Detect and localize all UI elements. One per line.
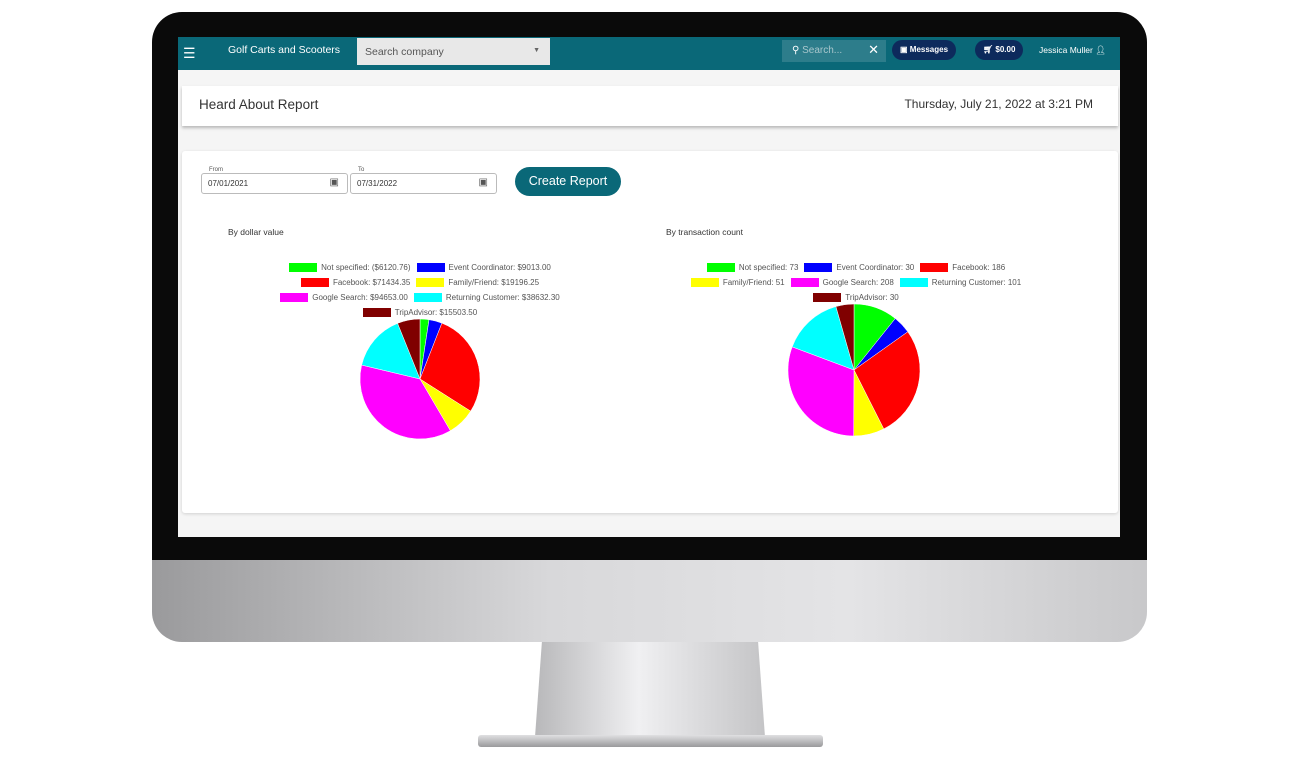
legend-swatch — [416, 263, 445, 272]
from-date-input[interactable]: From 07/01/2021 ▣ — [201, 167, 348, 194]
hamburger-icon[interactable]: ☰ — [183, 45, 196, 61]
report-card: From 07/01/2021 ▣ To 07/31/2022 ▣ Create Rep… — [182, 151, 1118, 513]
legend-count: Not specified: 73 Event Coordinator: 30 Fa… — [666, 260, 1046, 305]
legend-label: TripAdvisor: $15503.50 — [394, 308, 478, 317]
legend-swatch — [413, 293, 442, 302]
legend-item[interactable]: Returning Customer: 101 — [899, 275, 1022, 290]
page-title: Heard About Report — [199, 97, 319, 112]
pie-slice-tripadvisor[interactable] — [397, 319, 421, 380]
pie-chart-count — [788, 304, 920, 436]
legend-label: Facebook: 186 — [952, 263, 1006, 272]
chart-title-dollar: By dollar value — [228, 227, 284, 237]
pie-slice-facebook[interactable] — [419, 322, 480, 412]
legend-item[interactable]: Returning Customer: $38632.30 — [413, 290, 560, 305]
monitor-chin — [152, 560, 1147, 642]
legend-dollar: Not specified: ($6120.76) Event Coordinat… — [250, 260, 590, 320]
search-icon: ⚲ — [792, 45, 800, 56]
legend-label: TripAdvisor: 30 — [845, 293, 899, 302]
to-value: 07/31/2022 — [357, 179, 398, 188]
search-placeholder: Search... — [802, 45, 843, 56]
pie-chart-dollar — [360, 319, 480, 439]
legend-item[interactable]: Event Coordinator: $9013.00 — [416, 260, 551, 275]
legend-label: Returning Customer: $38632.30 — [445, 293, 560, 302]
report-header: Heard About Report Thursday, July 21, 20… — [182, 86, 1118, 126]
legend-swatch — [899, 278, 928, 287]
monitor-base — [478, 735, 823, 747]
cart-button[interactable]: 🛒︎ $0.00 — [975, 40, 1024, 60]
legend-item[interactable]: TripAdvisor: $15503.50 — [362, 305, 478, 320]
pie-slice-tripadvisor[interactable] — [835, 304, 855, 371]
to-date-input[interactable]: To 07/31/2022 ▣ — [350, 167, 497, 194]
legend-item[interactable]: Google Search: $94653.00 — [280, 290, 408, 305]
messages-label: Messages — [909, 45, 949, 54]
chart-title-count: By transaction count — [666, 227, 744, 237]
chat-icon: ▣ — [900, 45, 908, 54]
legend-item[interactable]: Event Coordinator: 30 — [804, 260, 914, 275]
legend-item[interactable]: Not specified: ($6120.76) — [289, 260, 411, 275]
caret-down-icon: ▼ — [533, 47, 540, 54]
legend-swatch — [416, 278, 445, 287]
messages-button[interactable]: ▣ Messages — [892, 40, 957, 60]
top-bar: ☰ Golf Carts and Scooters Search company… — [178, 37, 1120, 70]
screen: ☰ Golf Carts and Scooters Search company… — [178, 37, 1120, 537]
cart-total: $0.00 — [995, 45, 1016, 54]
legend-item[interactable]: Not specified: 73 — [706, 260, 799, 275]
legend-swatch — [280, 293, 309, 302]
calendar-icon[interactable]: ▣ — [329, 177, 339, 188]
legend-swatch — [804, 263, 833, 272]
brand-name[interactable]: Golf Carts and Scooters — [228, 44, 341, 56]
legend-label: Event Coordinator: 30 — [836, 263, 915, 272]
legend-swatch — [920, 263, 949, 272]
search-input[interactable]: ⚲ Search... ✕ — [782, 40, 886, 62]
monitor-stand — [535, 642, 765, 737]
pie-slice-returning-customer[interactable] — [791, 306, 855, 371]
legend-swatch — [813, 293, 842, 302]
person-icon: 👤︎ — [1095, 45, 1107, 55]
legend-label: Family/Friend: 51 — [722, 278, 785, 287]
legend-label: Event Coordinator: $9013.00 — [448, 263, 551, 272]
create-report-button[interactable]: Create Report — [515, 167, 621, 196]
company-search-select[interactable]: Search company ▼ — [357, 38, 550, 65]
legend-item[interactable]: Facebook: 186 — [920, 260, 1005, 275]
legend-label: Returning Customer: 101 — [931, 278, 1022, 287]
cart-icon: 🛒︎ — [983, 45, 994, 54]
legend-label: Not specified: ($6120.76) — [321, 263, 411, 272]
legend-swatch — [790, 278, 819, 287]
from-label: From — [207, 167, 225, 173]
legend-label: Google Search: $94653.00 — [312, 293, 408, 302]
legend-label: Family/Friend: $19196.25 — [448, 278, 540, 287]
legend-item[interactable]: Family/Friend: $19196.25 — [416, 275, 539, 290]
pie-slice-returning-customer[interactable] — [361, 323, 421, 380]
pie-slice-google-search[interactable] — [788, 346, 855, 436]
legend-item[interactable]: TripAdvisor: 30 — [813, 290, 899, 305]
legend-item[interactable]: Facebook: $71434.35 — [300, 275, 411, 290]
user-name: Jessica Muller — [1039, 45, 1093, 55]
user-menu[interactable]: Jessica Muller 👤︎ — [1039, 45, 1106, 56]
company-placeholder: Search company — [365, 46, 444, 58]
legend-swatch — [289, 263, 318, 272]
pie-slice-facebook[interactable] — [853, 331, 920, 430]
legend-swatch — [706, 263, 735, 272]
legend-item[interactable]: Family/Friend: 51 — [690, 275, 785, 290]
to-label: To — [356, 167, 367, 173]
legend-label: Facebook: $71434.35 — [332, 278, 411, 287]
from-value: 07/01/2021 — [208, 179, 249, 188]
legend-swatch — [300, 278, 329, 287]
legend-swatch — [690, 278, 719, 287]
report-datetime: Thursday, July 21, 2022 at 3:21 PM — [904, 97, 1093, 111]
legend-swatch — [362, 308, 391, 317]
legend-label: Not specified: 73 — [738, 263, 799, 272]
close-icon[interactable]: ✕ — [868, 42, 879, 57]
pie-slice-google-search[interactable] — [360, 364, 451, 439]
legend-item[interactable]: Google Search: 208 — [790, 275, 894, 290]
legend-label: Google Search: 208 — [822, 278, 894, 287]
calendar-icon[interactable]: ▣ — [478, 177, 488, 188]
